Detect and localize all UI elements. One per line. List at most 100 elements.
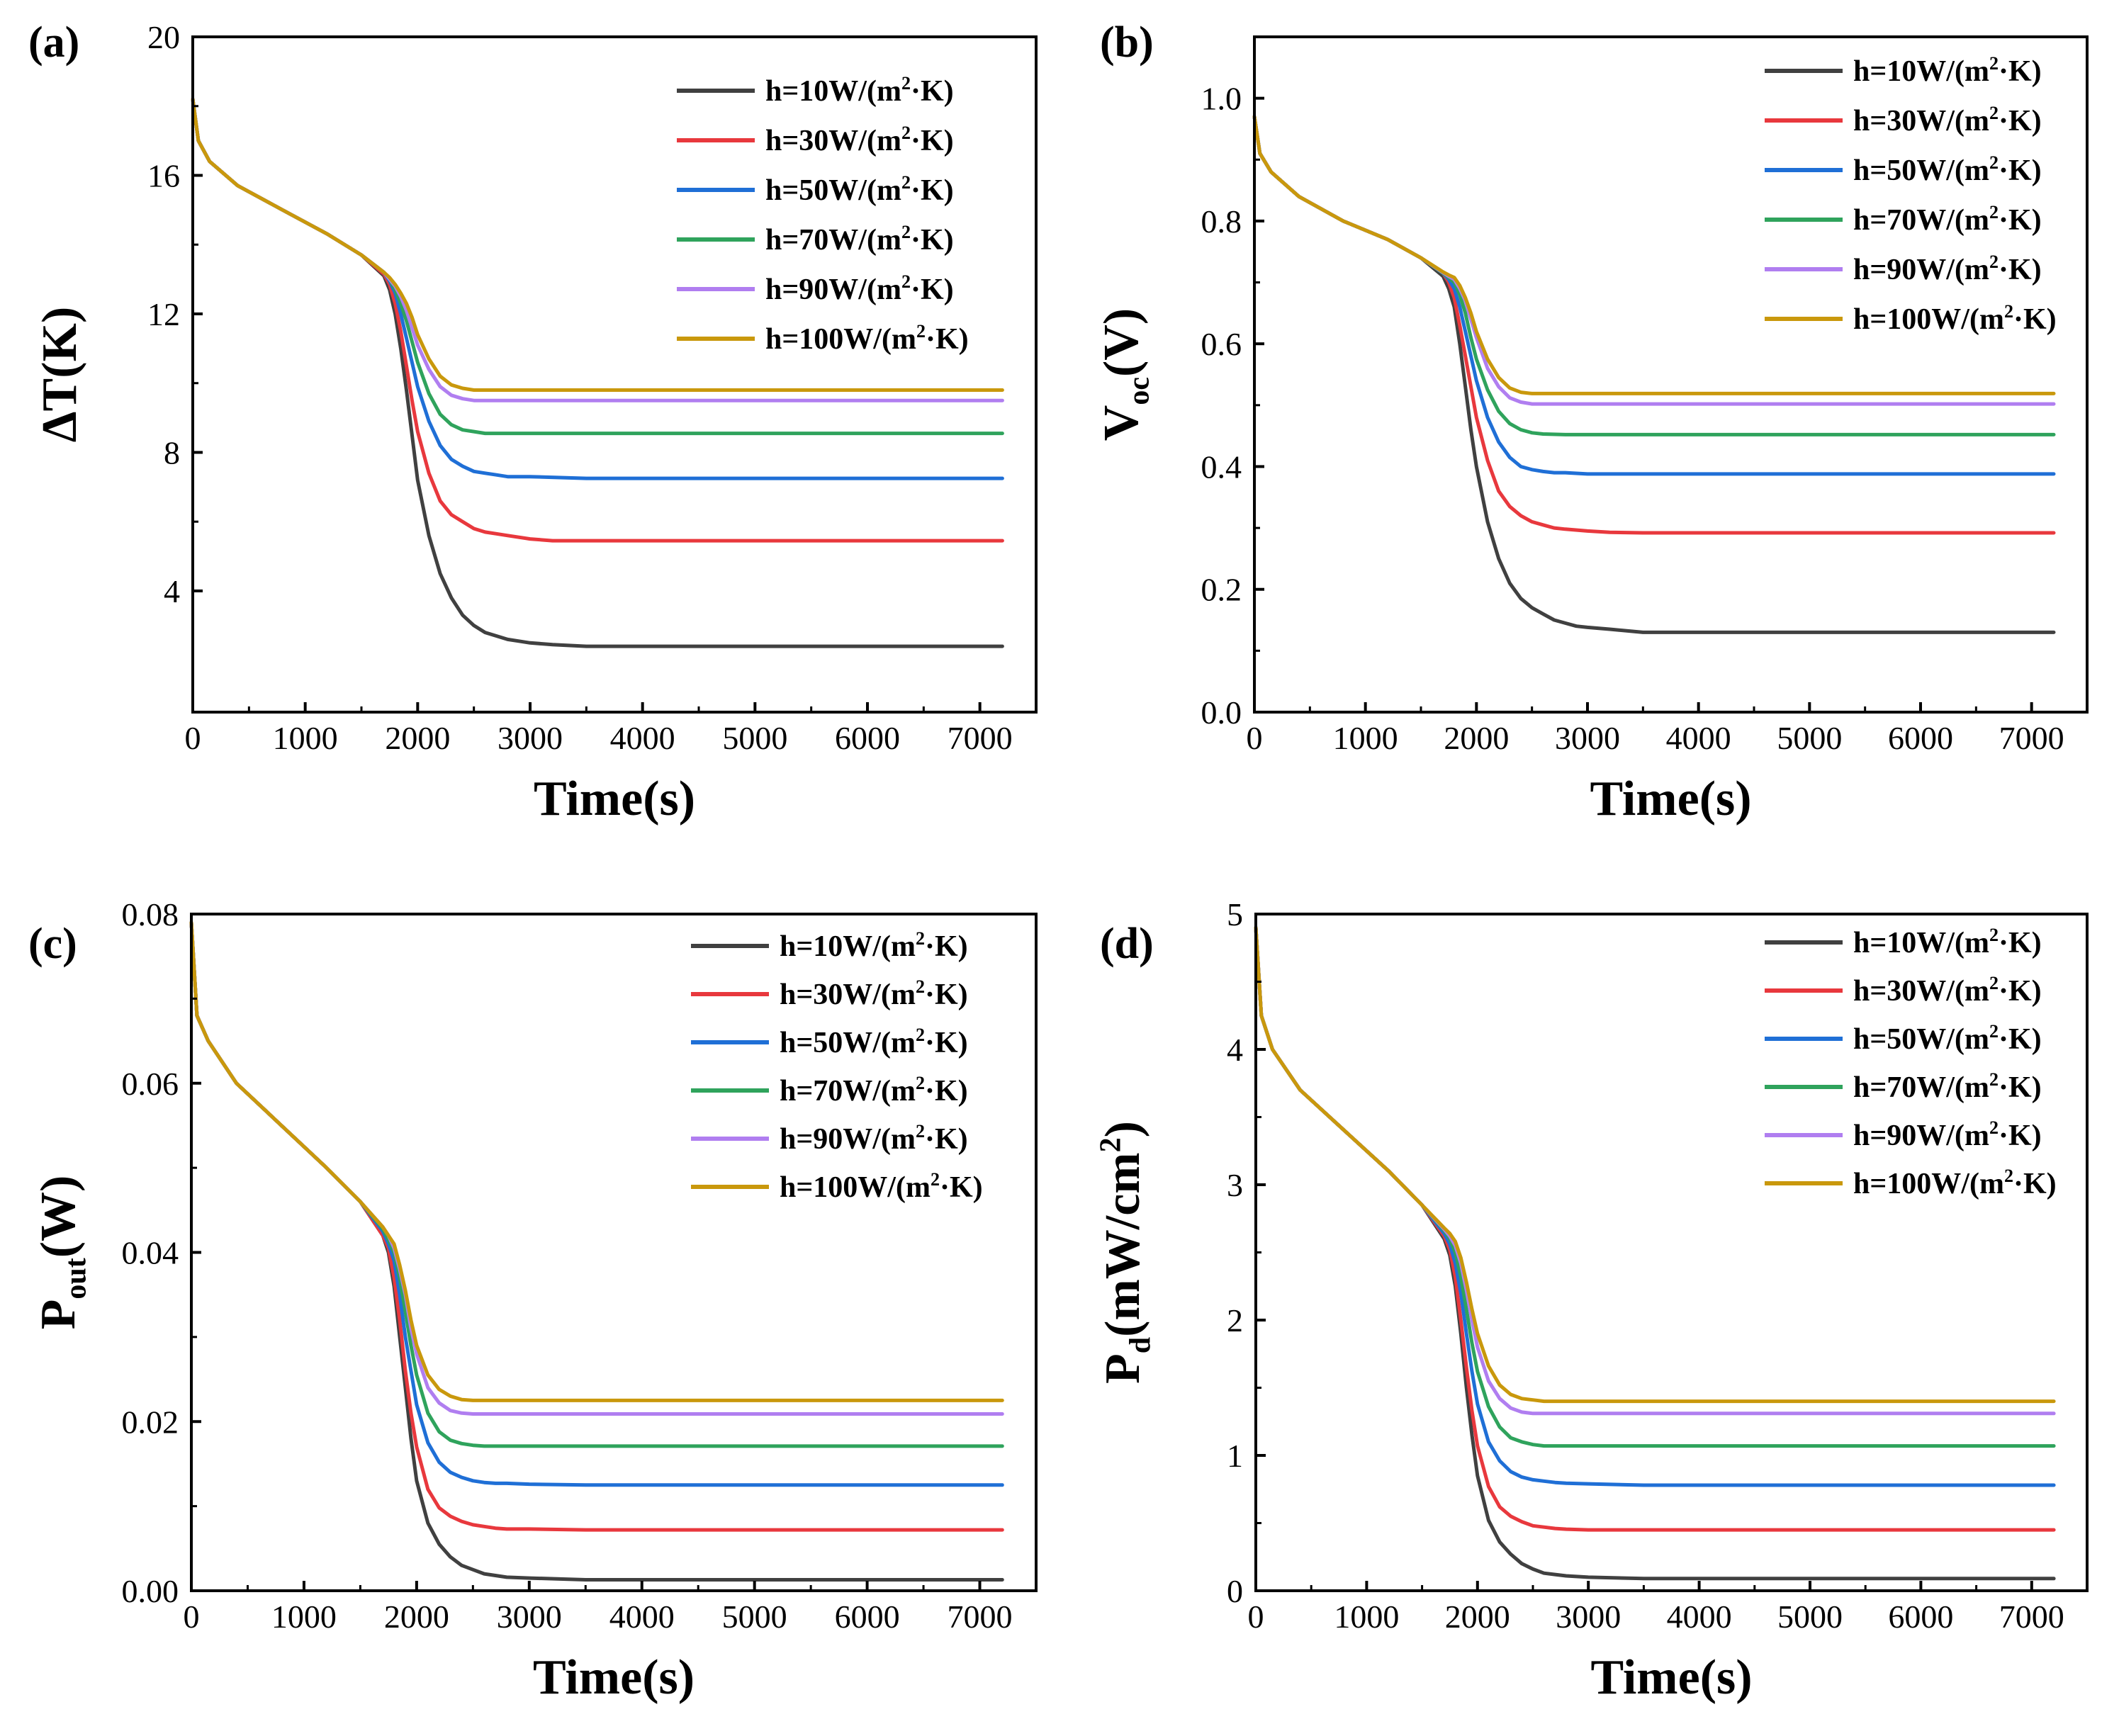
x-tick-label: 0: [185, 720, 201, 756]
legend: h=10W/(m2·K) h=30W/(m2·K) h=50W/(m2·K) h=70…: [691, 928, 983, 1204]
panel-label: (d): [1100, 920, 1154, 968]
x-tick-label: 0: [1247, 720, 1263, 756]
y-tick-label: 0.04: [122, 1235, 179, 1271]
plot-frame: [191, 35, 1038, 714]
x-tick-label: 0: [1248, 1599, 1264, 1635]
y-tick-label: 2: [1227, 1302, 1243, 1338]
series-line-h30: [1254, 925, 2056, 1532]
y-axis-label: Voc(V): [1094, 308, 1155, 441]
series-line-h30: [189, 920, 1004, 1532]
legend-entry-h100: h=100W/(m2·K): [1853, 1166, 2057, 1200]
panel-label: (c): [28, 920, 77, 968]
x-tick-label: 3000: [498, 720, 563, 756]
legend-entry-h50: h=50W/(m2·K): [765, 172, 954, 207]
legend-entry-h10: h=10W/(m2·K): [1853, 53, 2042, 88]
plot-frame: [1253, 35, 2089, 714]
legend-entry-h10: h=10W/(m2·K): [765, 73, 954, 108]
y-tick-label: 0.6: [1201, 326, 1242, 362]
y-tick-label: 0.0: [1201, 694, 1242, 731]
panel-label: (a): [28, 18, 79, 67]
y-tick-label: 4: [164, 573, 180, 609]
x-tick-label: 3000: [497, 1599, 562, 1635]
legend-entry-h30: h=30W/(m2·K): [765, 123, 954, 157]
y-tick-label: 0.2: [1201, 572, 1242, 608]
x-tick-label: 5000: [1777, 720, 1842, 756]
x-tick-label: 4000: [1667, 1599, 1732, 1635]
x-tick-label: 1000: [1334, 1599, 1399, 1635]
x-tick-label: 4000: [1666, 720, 1731, 756]
legend-entry-h50: h=50W/(m2·K): [1853, 1021, 2042, 1056]
x-tick-label: 1000: [273, 720, 338, 756]
legend-entry-h10: h=10W/(m2·K): [780, 928, 968, 963]
legend-entry-h90: h=90W/(m2·K): [765, 271, 954, 306]
x-axis-label: Time(s): [1590, 1650, 1752, 1705]
x-tick-label: 5000: [722, 720, 787, 756]
series-line-h10: [189, 920, 1004, 1582]
panel-b: 0 1000 2000 3000 4000 5000 6000 7000 0.0 0.2 0.4 0.…: [1094, 18, 2089, 826]
legend-entry-h90: h=90W/(m2·K): [1853, 1117, 2042, 1152]
y-tick-label: 0.02: [122, 1404, 179, 1440]
x-tick-label: 5000: [1777, 1599, 1843, 1635]
x-tick-label: 1000: [1333, 720, 1398, 756]
series-line-h100: [191, 97, 1004, 392]
x-tick-label: 1000: [271, 1599, 337, 1635]
x-tick-label: 7000: [1999, 720, 2064, 756]
plot-frame: [190, 913, 1038, 1592]
x-tick-label: 6000: [835, 720, 900, 756]
y-tick-label: 3: [1227, 1167, 1243, 1203]
x-axis-label: Time(s): [533, 1650, 695, 1705]
x-tick-label: 7000: [948, 1599, 1013, 1635]
x-axis-label: Time(s): [1590, 772, 1751, 826]
y-tick-label: 5: [1227, 896, 1243, 932]
panel-d: 0 1000 2000 3000 4000 5000 6000 7000 0 1 2 3 4 5 (d) Ti…: [1094, 896, 2089, 1705]
y-tick-label: 1: [1227, 1438, 1243, 1474]
legend-entry-h90: h=90W/(m2·K): [1853, 252, 2042, 286]
y-tick-label: 16: [147, 157, 180, 193]
y-tick-label: 0.4: [1201, 449, 1242, 485]
series-line-h10: [1252, 115, 2056, 634]
x-tick-label: 4000: [610, 720, 675, 756]
x-tick-label: 7000: [948, 720, 1013, 756]
legend: h=10W/(m2·K) h=30W/(m2·K) h=50W/(m2·K) h=70…: [1765, 925, 2057, 1200]
y-axis-label: Pd(mW/cm2): [1094, 1121, 1157, 1384]
legend-entry-h100: h=100W/(m2·K): [780, 1169, 983, 1204]
legend-entry-h70: h=70W/(m2·K): [1853, 1069, 2042, 1104]
x-tick-label: 4000: [609, 1599, 675, 1635]
legend-entry-h100: h=100W/(m2·K): [765, 321, 969, 356]
legend-entry-h70: h=70W/(m2·K): [765, 222, 954, 257]
y-tick-label: 8: [164, 434, 180, 470]
y-axis-label: Pout(W): [31, 1176, 92, 1330]
plot-frame: [1254, 913, 2089, 1592]
legend: h=10W/(m2·K) h=30W/(m2·K) h=50W/(m2·K) h=70…: [1765, 53, 2057, 336]
x-tick-label: 2000: [1444, 720, 1509, 756]
legend-entry-h30: h=30W/(m2·K): [1853, 973, 2042, 1008]
x-tick-label: 3000: [1555, 720, 1620, 756]
y-tick-label: 4: [1227, 1032, 1243, 1068]
x-tick-label: 2000: [385, 720, 450, 756]
legend-entry-h10: h=10W/(m2·K): [1853, 925, 2042, 959]
y-tick-label: 0.08: [122, 896, 179, 932]
legend-entry-h50: h=50W/(m2·K): [1853, 152, 2042, 187]
x-tick-label: 7000: [1999, 1599, 2064, 1635]
y-tick-label: 0.8: [1201, 203, 1242, 239]
x-tick-label: 6000: [835, 1599, 900, 1635]
x-tick-label: 2000: [384, 1599, 449, 1635]
legend-entry-h50: h=50W/(m2·K): [780, 1025, 968, 1059]
y-tick-label: 12: [147, 296, 180, 332]
series-line-h100: [189, 920, 1004, 1402]
y-tick-label: 0: [1227, 1573, 1243, 1609]
legend-entry-h70: h=70W/(m2·K): [780, 1073, 968, 1107]
panel-label: (b): [1100, 18, 1154, 67]
legend-entry-h70: h=70W/(m2·K): [1853, 202, 2042, 237]
legend-entry-h30: h=30W/(m2·K): [1853, 103, 2042, 137]
x-tick-label: 5000: [722, 1599, 787, 1635]
y-tick-label: 1.0: [1201, 81, 1242, 117]
series-line-h100: [1252, 115, 2056, 395]
y-tick-label: 0.06: [122, 1066, 179, 1102]
legend-entry-h100: h=100W/(m2·K): [1853, 301, 2057, 336]
series-line-h30: [191, 97, 1004, 543]
panel-c: 0 1000 2000 3000 4000 5000 6000 7000 0.00 0.02 0.0…: [28, 896, 1038, 1705]
legend-entry-h30: h=30W/(m2·K): [780, 976, 968, 1011]
legend-entry-h90: h=90W/(m2·K): [780, 1121, 968, 1156]
